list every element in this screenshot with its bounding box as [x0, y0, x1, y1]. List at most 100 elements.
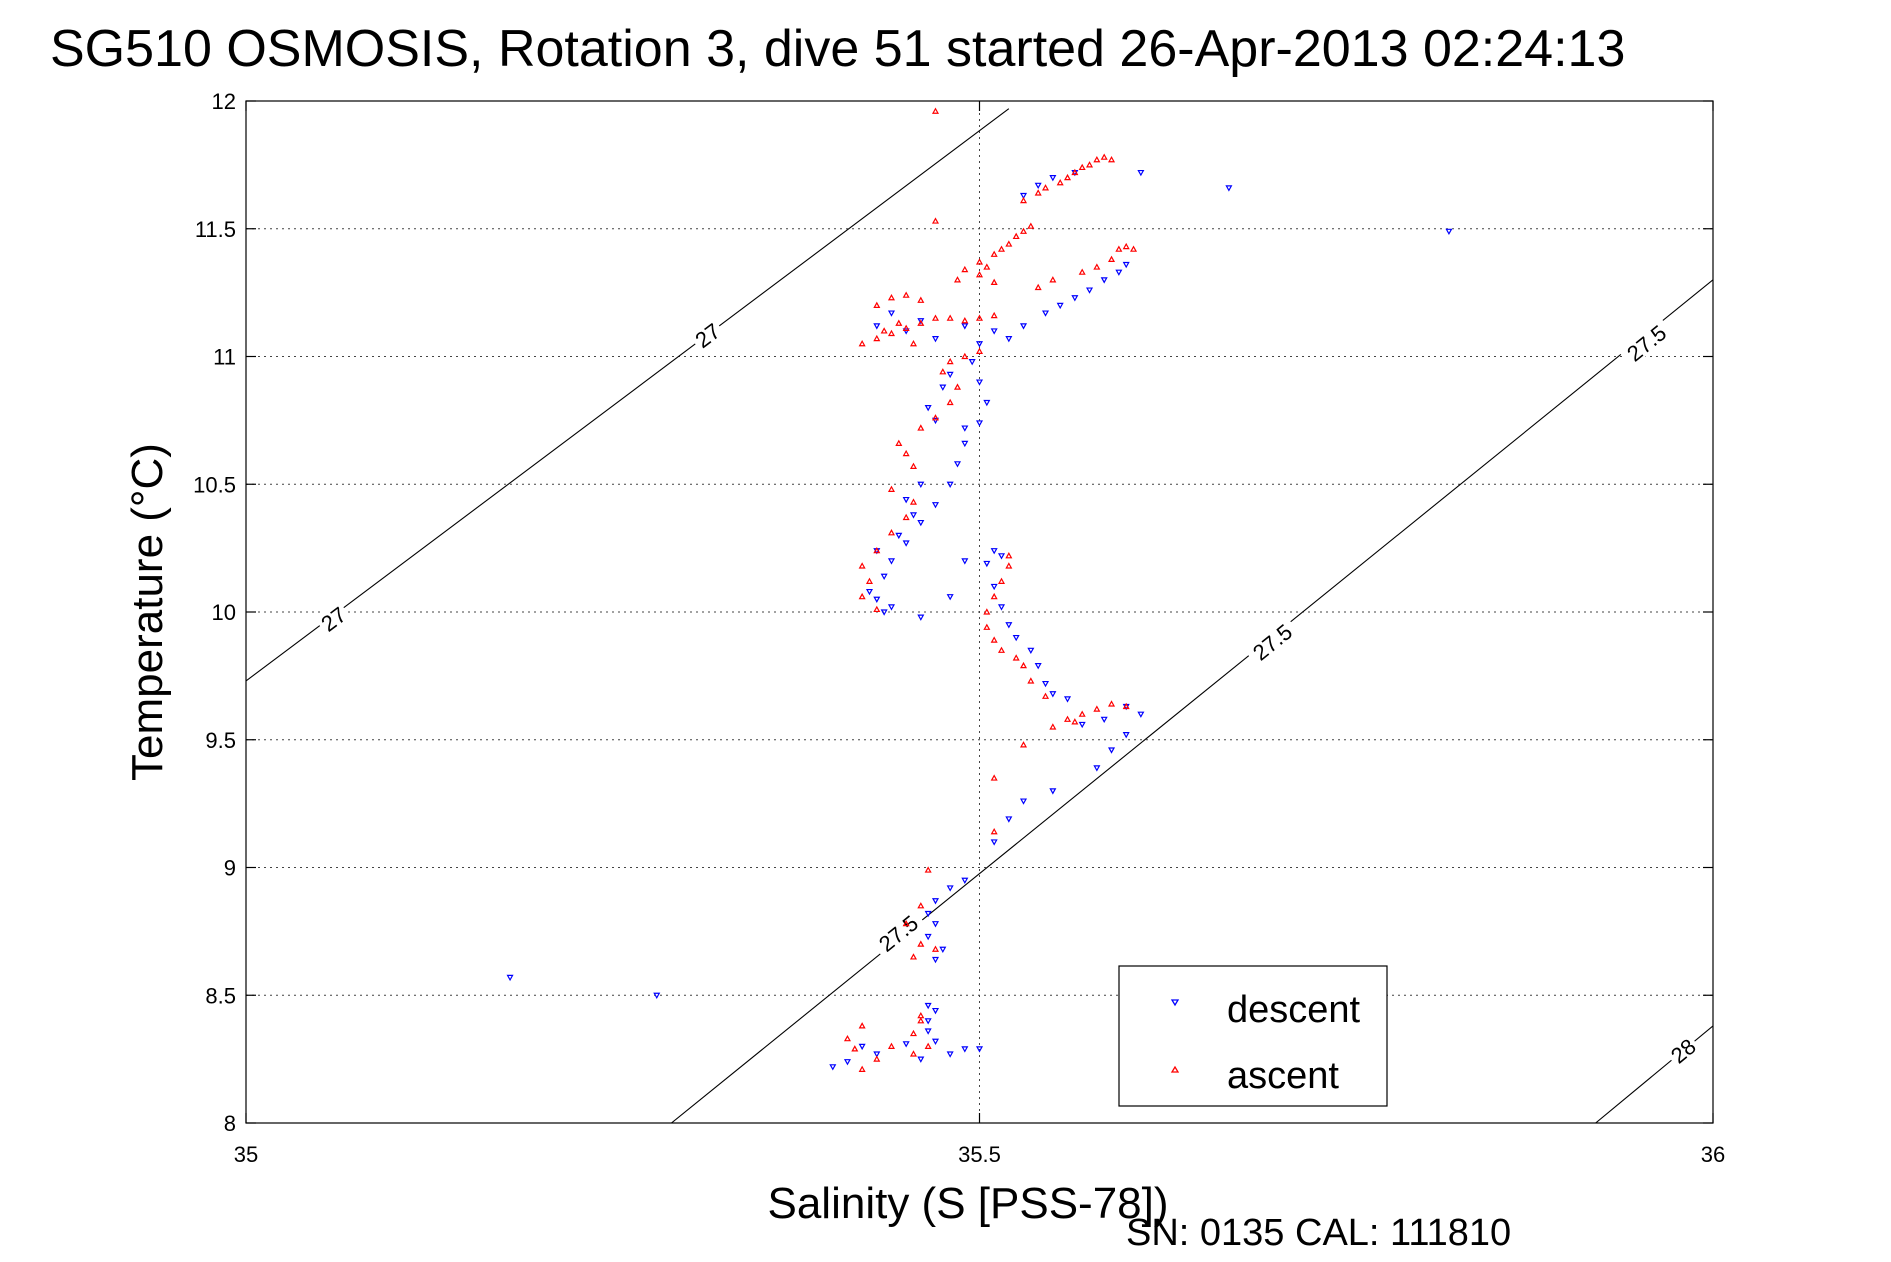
- ascent-point: [887, 329, 895, 337]
- descent-point: [1019, 192, 1028, 200]
- ascent-point: [1093, 705, 1101, 712]
- ascent-point: [858, 562, 866, 569]
- ascent-point: [1049, 276, 1057, 283]
- ascent-point: [909, 1029, 918, 1037]
- ascent-point: [1093, 263, 1101, 270]
- ascent-point: [1041, 184, 1050, 191]
- density-contour-27.5: [671, 279, 1713, 1123]
- descent-point: [917, 481, 925, 488]
- descent-point: [990, 328, 998, 335]
- ascent-point: [895, 319, 903, 326]
- descent-point: [931, 921, 940, 928]
- descent-point: [1056, 302, 1064, 310]
- contour-label-background: [314, 600, 352, 636]
- legend-box: [1118, 965, 1388, 1107]
- ascent-point: [873, 334, 881, 342]
- ascent-point: [902, 449, 910, 457]
- ascent-point: [997, 646, 1006, 653]
- ascent-point: [931, 314, 940, 321]
- descent-point: [939, 946, 947, 953]
- descent-point: [931, 417, 940, 425]
- ascent-point: [1130, 245, 1138, 252]
- descent-point: [1100, 277, 1108, 284]
- ascent-point: [1019, 741, 1028, 748]
- descent-point: [1049, 788, 1057, 795]
- descent-point: [1005, 336, 1013, 343]
- ascent-point: [858, 1065, 866, 1072]
- descent-point: [1005, 622, 1013, 629]
- contour-label-background: [1243, 615, 1300, 667]
- descent-point: [961, 1046, 969, 1053]
- descent-point: [1108, 747, 1116, 754]
- ascent-point: [858, 339, 866, 347]
- ascent-point: [851, 1045, 859, 1052]
- descent-point: [902, 1041, 910, 1048]
- ascent-point: [902, 513, 910, 521]
- descent-point: [1041, 680, 1050, 688]
- descent-point: [961, 558, 969, 565]
- descent-point: [917, 318, 925, 325]
- contour-label-background: [688, 316, 726, 353]
- ascent-point: [887, 485, 895, 492]
- contour-label-background: [1663, 1031, 1701, 1068]
- ascent-point: [953, 276, 962, 283]
- descent-point: [887, 310, 895, 317]
- ascent-point: [997, 577, 1006, 584]
- x-tick-label: 35.5: [958, 1142, 1001, 1167]
- ascent-point: [931, 107, 940, 114]
- ascent-point: [1086, 161, 1094, 168]
- ascent-point: [917, 424, 925, 431]
- descent-point: [1034, 182, 1042, 190]
- descent-point: [946, 481, 954, 488]
- ascent-point: [902, 919, 910, 927]
- ascent-point: [953, 383, 962, 390]
- ascent-point: [917, 1017, 925, 1024]
- descent-point: [917, 519, 925, 527]
- density-contour-27: [246, 108, 1010, 682]
- descent-point: [946, 594, 954, 601]
- descent-point: [997, 553, 1006, 560]
- ascent-point: [983, 623, 991, 630]
- descent-point: [902, 496, 910, 504]
- ascent-point: [909, 953, 918, 960]
- descent-point: [990, 548, 998, 555]
- y-tick-label: 11: [213, 345, 236, 370]
- ascent-point: [990, 592, 998, 600]
- descent-point: [506, 974, 514, 982]
- descent-point: [895, 532, 903, 540]
- y-tick-label: 8: [224, 1111, 236, 1136]
- descent-point: [909, 512, 918, 519]
- descent-point: [880, 609, 888, 616]
- descent-point: [961, 425, 969, 432]
- descent-point: [931, 898, 940, 905]
- ascent-point: [990, 827, 998, 835]
- data-points: [506, 107, 1453, 1072]
- descent-point: [924, 910, 932, 918]
- ascent-point: [1019, 661, 1028, 669]
- descent-point: [946, 1051, 954, 1058]
- descent-point: [1027, 647, 1035, 655]
- descent-point: [829, 1064, 837, 1071]
- ascent-point: [961, 265, 969, 273]
- descent-point: [1093, 765, 1101, 772]
- ascent-point: [1078, 268, 1086, 275]
- descent-point: [653, 992, 661, 999]
- ascent-point: [1005, 552, 1013, 559]
- legend: descent ascent: [1118, 965, 1388, 1107]
- descent-point: [990, 583, 998, 591]
- descent-point: [983, 399, 991, 407]
- axes: 8 8.5 9 9.5 10 10.5 11 11.5 12 35 35.5 36: [193, 89, 1725, 1167]
- descent-point: [931, 1038, 940, 1045]
- ascent-point: [858, 592, 866, 600]
- ascent-point: [917, 940, 925, 947]
- y-tick-label: 10.5: [193, 472, 236, 497]
- descent-point: [865, 588, 873, 596]
- descent-point: [961, 323, 969, 330]
- ascent-point: [1005, 240, 1013, 247]
- descent-point: [902, 540, 910, 547]
- ascent-point: [1064, 715, 1072, 722]
- descent-point: [961, 877, 969, 885]
- ascent-point: [887, 293, 895, 301]
- ascent-point: [946, 357, 954, 365]
